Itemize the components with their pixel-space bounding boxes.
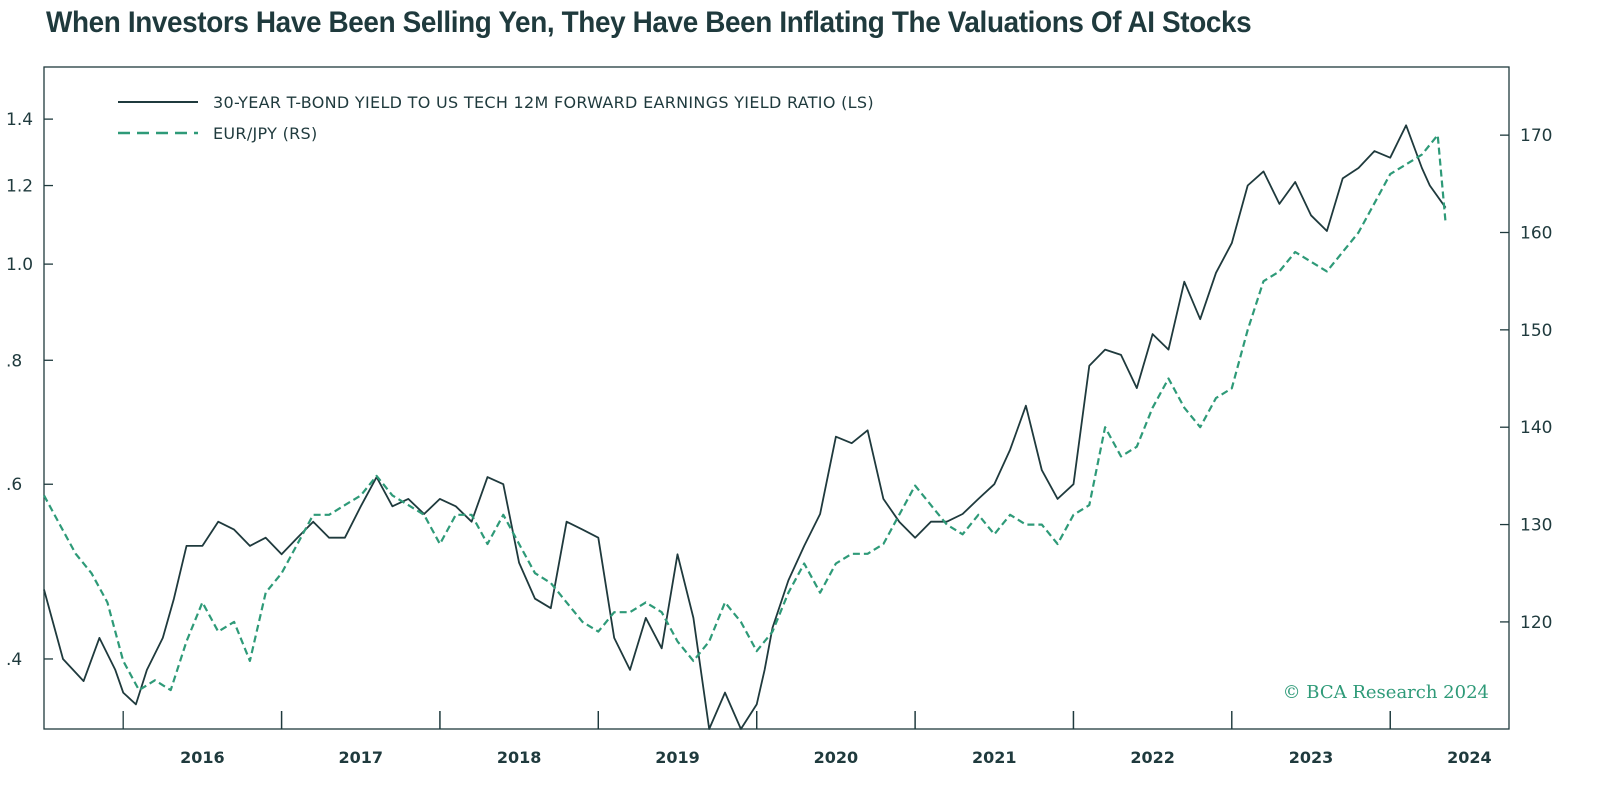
x-tick-label: 2016	[180, 748, 225, 767]
x-axis: 2016 2017 2018 2019 2020 2021 2022 2023 2024	[122, 711, 1492, 767]
right-tick-label: 150	[1520, 321, 1552, 341]
right-tick-label: 160	[1520, 224, 1552, 244]
x-tick-label: 2023	[1289, 748, 1334, 767]
series-layer	[43, 124, 1447, 730]
right-tick-label: 120	[1520, 613, 1552, 633]
left-tick-label: .8	[6, 351, 22, 371]
x-tick-label: 2019	[655, 748, 700, 767]
series-line-ratio	[43, 124, 1447, 730]
right-tick-label: 130	[1520, 516, 1552, 536]
legend: 30-YEAR T-BOND YIELD TO US TECH 12M FORW…	[118, 93, 874, 143]
right-tick-label: 140	[1520, 418, 1552, 438]
left-tick-label: .4	[6, 650, 22, 670]
credit-text: © BCA Research 2024	[1283, 682, 1489, 703]
legend-label-ratio: 30-YEAR T-BOND YIELD TO US TECH 12M FORW…	[213, 93, 874, 112]
left-y-axis: 1.4 1.2 1.0 .8 .6 .4	[6, 110, 53, 670]
right-tick-label: 170	[1520, 126, 1552, 146]
left-tick-label: 1.4	[6, 110, 33, 130]
plot-frame	[43, 66, 1510, 730]
chart-title: When Investors Have Been Selling Yen, Th…	[46, 6, 1252, 39]
legend-label-eurjpy: EUR/JPY (RS)	[213, 124, 318, 143]
x-tick-label: 2022	[1130, 748, 1175, 767]
x-tick-label: 2024	[1447, 748, 1492, 767]
x-tick-label: 2021	[972, 748, 1017, 767]
x-tick-label: 2017	[338, 748, 383, 767]
left-tick-label: 1.0	[6, 255, 33, 275]
series-line-eurjpy	[43, 134, 1447, 692]
left-tick-label: .6	[6, 475, 22, 495]
left-tick-label: 1.2	[6, 177, 33, 197]
right-y-axis: 170 160 150 140 130 120	[1500, 126, 1552, 633]
x-tick-label: 2020	[814, 748, 859, 767]
x-tick-label: 2018	[497, 748, 542, 767]
